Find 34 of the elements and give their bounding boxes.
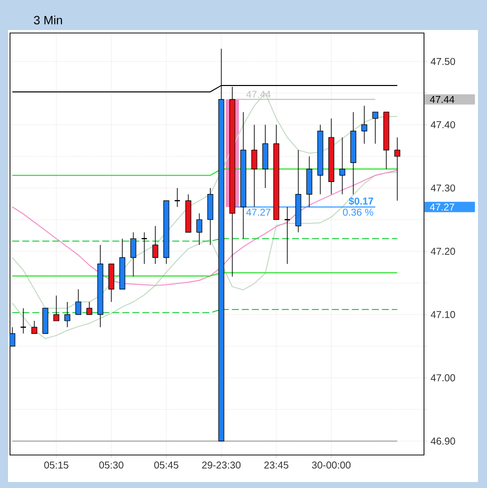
- candlestick: [53, 295, 60, 322]
- candlestick: [339, 137, 346, 195]
- y-tick-label: 47.20: [430, 248, 456, 255]
- y-tick-label: 47.30: [430, 184, 456, 192]
- x-tick-label: 05:30: [99, 462, 124, 469]
- candlestick: [394, 137, 400, 202]
- y-tick-label: 47.50: [430, 58, 456, 65]
- candlestick: [152, 226, 158, 264]
- candlestick: [86, 302, 92, 315]
- candlestick: [196, 212, 202, 246]
- candlestick: [361, 105, 368, 144]
- x-tick-label: 05:45: [154, 462, 178, 469]
- y-tick-label: 46.90: [430, 438, 456, 445]
- text: 47.44: [430, 96, 454, 103]
- annotation: 0.36 %: [342, 208, 374, 216]
- candlestick: [31, 320, 38, 334]
- annotation: $0.17: [348, 197, 374, 206]
- candlestick: [64, 302, 70, 328]
- series-label: 47.27: [246, 208, 270, 216]
- candlestick: [130, 232, 136, 277]
- chart-title: 3 Min: [34, 16, 62, 24]
- x-tick-label: 29-23:30: [202, 462, 241, 469]
- x-tick-label: 30-00:00: [312, 462, 351, 469]
- candlestick: [75, 288, 82, 315]
- text: 47.27: [430, 204, 454, 210]
- x-tick-label: 05:15: [44, 462, 68, 469]
- y-tick-label: 47.40: [430, 121, 456, 128]
- y-tick-label: 47.00: [430, 374, 456, 382]
- candlestick: [174, 188, 181, 208]
- candlestick: [20, 308, 27, 334]
- x-tick-label: 23:45: [264, 462, 288, 469]
- y-tick-label: 47.10: [430, 311, 456, 318]
- series-label: 47.44: [246, 90, 271, 98]
- candlestick: [251, 124, 258, 208]
